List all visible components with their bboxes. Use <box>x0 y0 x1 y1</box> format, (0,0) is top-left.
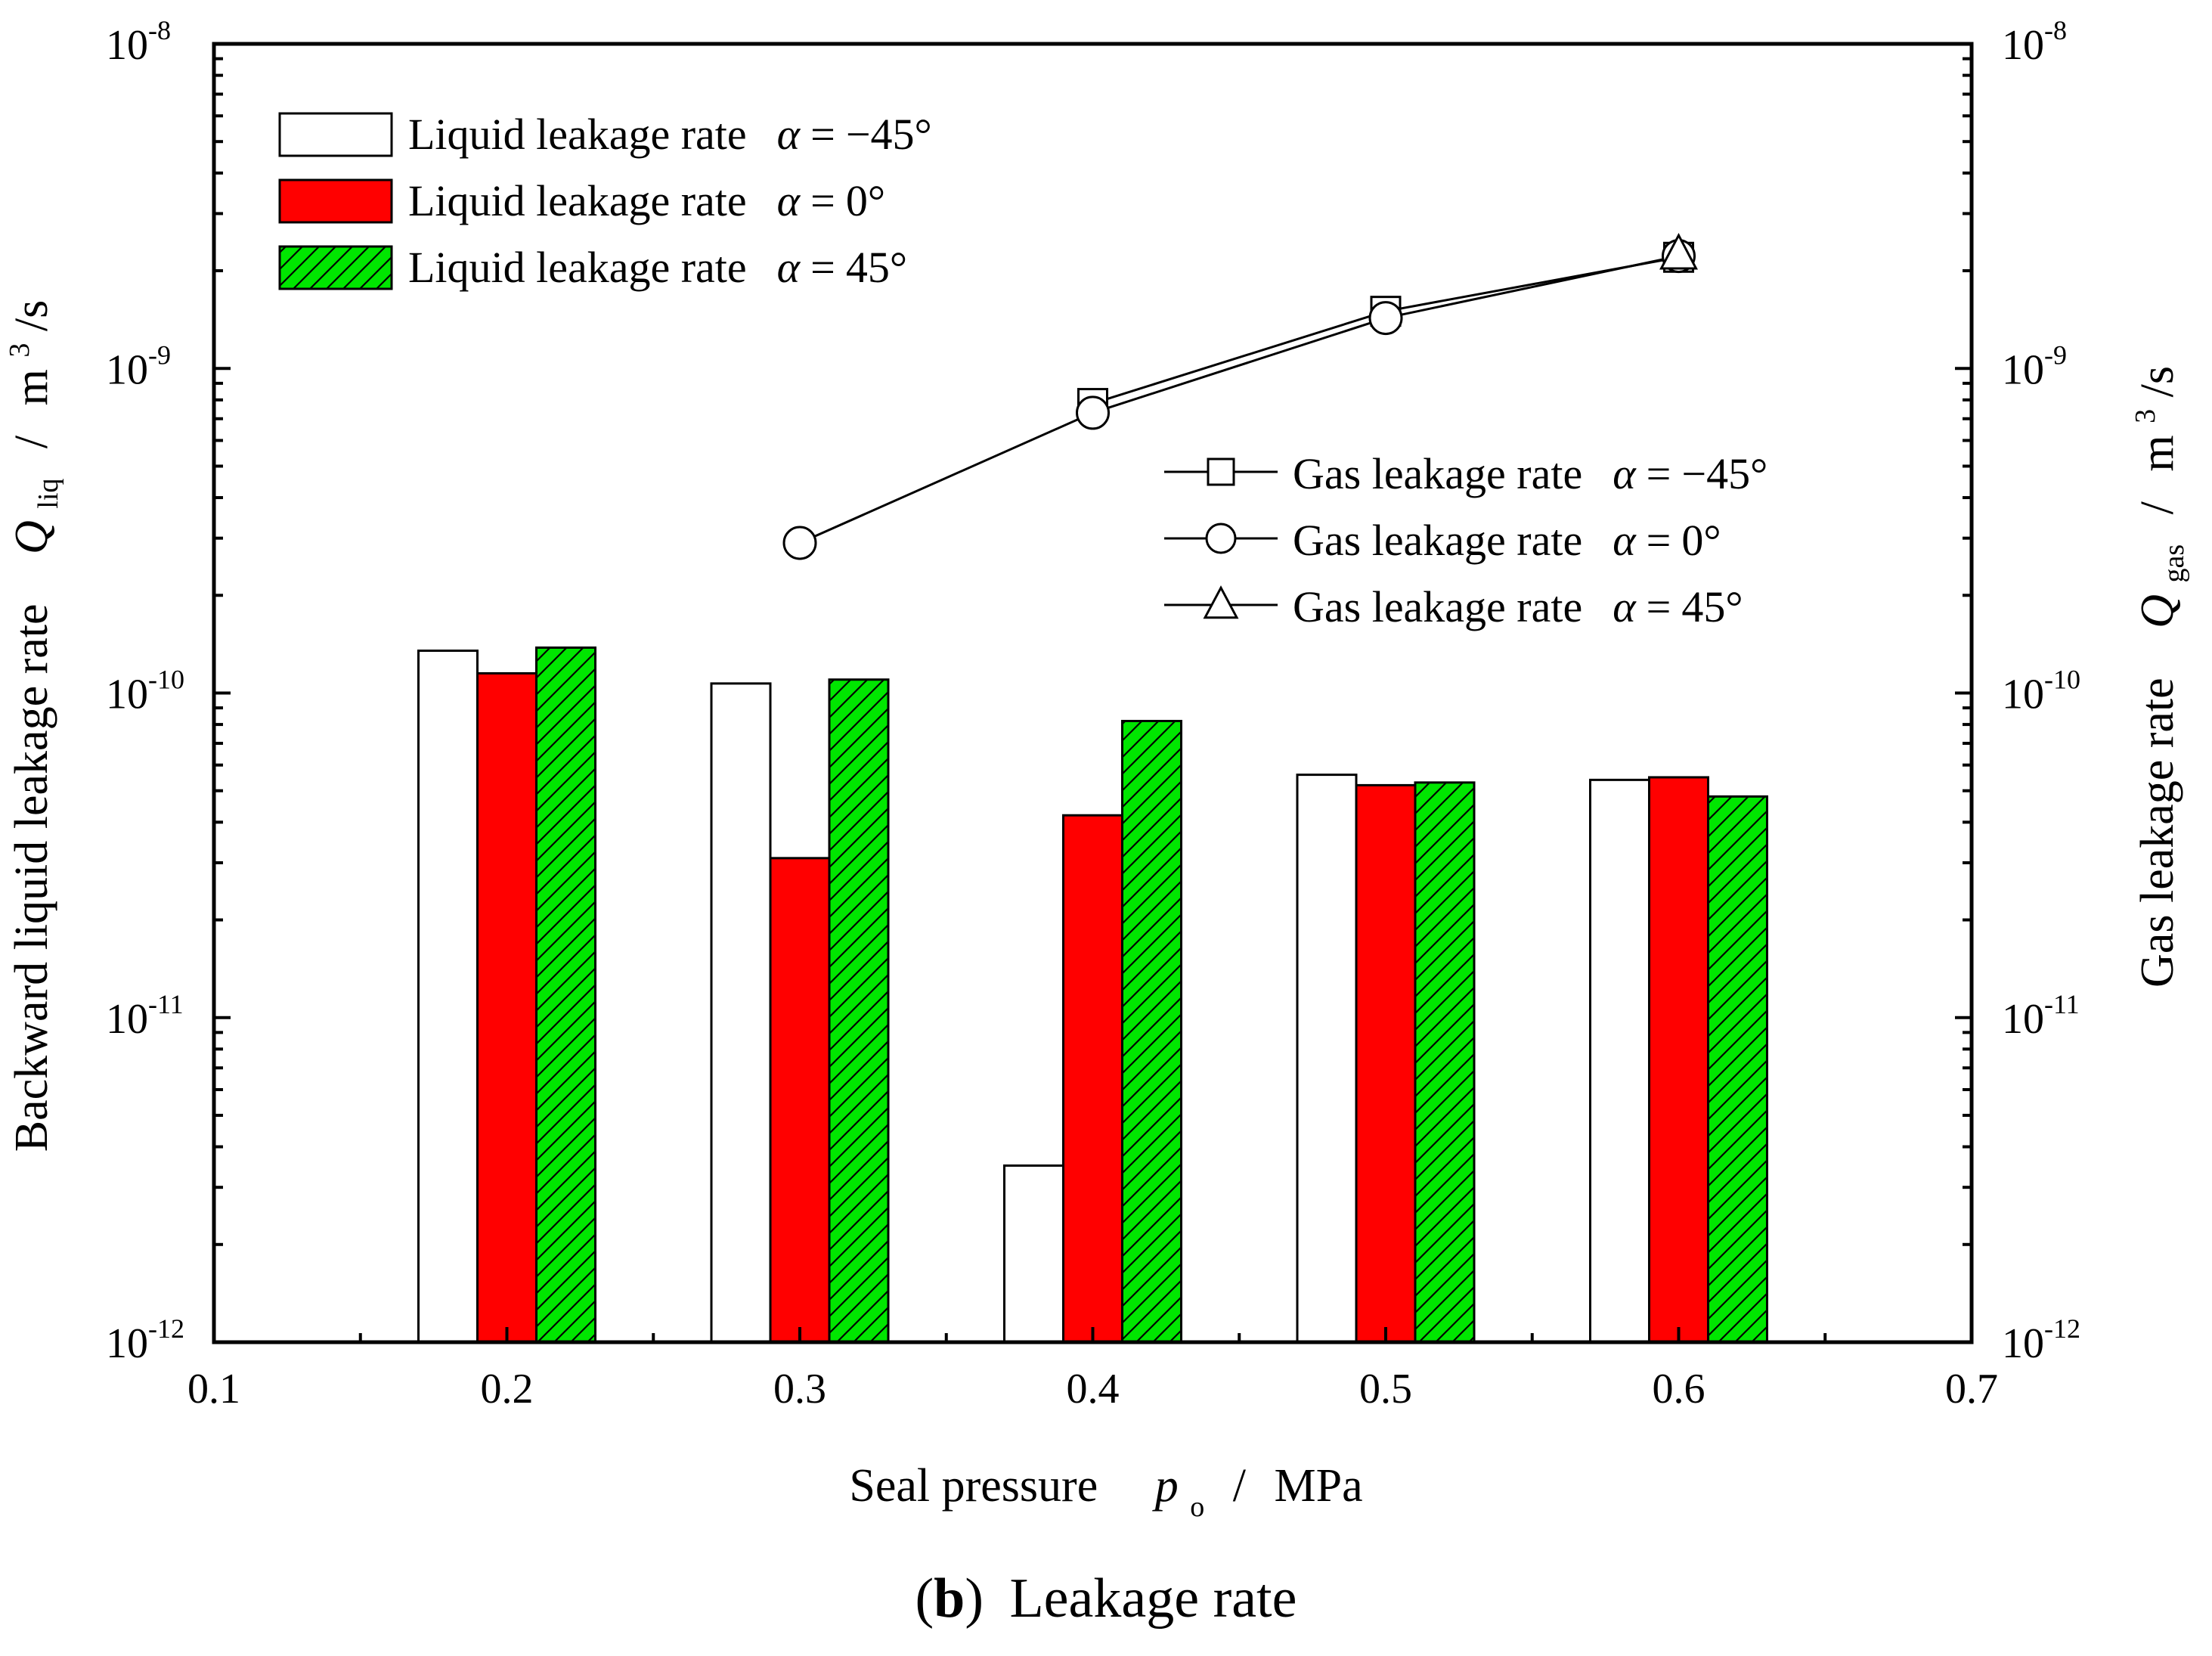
y-right-tick-label-1: 10-11 <box>2002 989 2080 1043</box>
bar-series2-cat4 <box>1707 795 1768 1344</box>
y-left-unit-base: m <box>6 369 57 405</box>
y-left-separator: / <box>6 435 57 448</box>
y-right-tick-label-0: 10-12 <box>2002 1313 2080 1367</box>
bar-legend-label-1: Liquid leakage rate α = 0° <box>408 176 885 225</box>
y-left-subscript: liq <box>33 479 64 509</box>
y-right-separator: / <box>2132 501 2183 514</box>
y-left-tick-label-3: 10-9 <box>106 340 171 393</box>
y-left-tick-label-4: 10-8 <box>106 15 171 69</box>
bar-series0-cat2 <box>1003 1164 1064 1344</box>
bars-layer <box>417 646 1768 1344</box>
gas-point-series1-2 <box>1368 301 1403 336</box>
x-unit: MPa <box>1274 1460 1362 1512</box>
figure-caption: (b) Leakage rate <box>915 1568 1297 1630</box>
bar-legend-swatch-2 <box>278 245 393 290</box>
y-right-tick-label-2: 10-10 <box>2002 665 2080 718</box>
y-left-unit-exp: 3 <box>4 343 36 358</box>
bar-series1-cat1 <box>769 857 831 1344</box>
x-label: Seal pressure <box>849 1460 1098 1512</box>
x-symbol: p <box>1152 1460 1179 1512</box>
gas-legend: Gas leakage rate α = −45° Gas leakage rate α =… <box>1164 449 1767 631</box>
gas-legend-marker-1 <box>1205 523 1237 554</box>
x-tick-label-3: 0.4 <box>1067 1366 1120 1413</box>
caption-text: Leakage rate <box>1009 1568 1297 1630</box>
ticks-layer <box>212 42 1973 1344</box>
y-left-symbol: Q <box>6 520 57 554</box>
y-left-axis-title: Backward liquid leakage rate Q liq / m 3… <box>0 300 68 1152</box>
y-right-unit-base: m <box>2132 435 2183 471</box>
caption-open-paren: ( <box>915 1568 934 1630</box>
caption-bold: b <box>934 1568 965 1630</box>
bar-series2-cat2 <box>1121 719 1182 1344</box>
x-tick-label-6: 0.7 <box>1945 1366 1998 1413</box>
bar-series0-cat0 <box>417 650 479 1344</box>
bar-series1-cat0 <box>476 671 538 1344</box>
gas-legend-label-0: Gas leakage rate α = −45° <box>1293 449 1767 498</box>
y-left-tick-label-2: 10-10 <box>106 665 184 718</box>
y-right-tick-label-4: 10-8 <box>2002 15 2067 69</box>
y-right-axis-title: Gas leakage rate Q gas / m 3 /s <box>2114 366 2194 988</box>
gas-point-series2-0 <box>1659 232 1698 270</box>
y-right-unit-exp: 3 <box>2130 409 2161 423</box>
gas-point-series1-1 <box>1076 395 1110 430</box>
bar-series0-cat3 <box>1296 774 1358 1344</box>
bar-series0-cat1 <box>710 682 772 1344</box>
bar-legend-swatch-1 <box>278 178 393 224</box>
y-left-tick-label-0: 10-12 <box>106 1313 184 1367</box>
gas-lines-layer <box>782 232 1698 560</box>
y-right-tick-label-3: 10-9 <box>2002 340 2067 393</box>
gas-legend-marker-0 <box>1207 457 1235 486</box>
gas-line-series1 <box>799 255 1679 544</box>
y-left-tick-label-1: 10-11 <box>106 989 184 1043</box>
x-tick-label-5: 0.6 <box>1653 1366 1705 1413</box>
bar-series0-cat4 <box>1589 778 1650 1344</box>
bar-legend-swatch-0 <box>278 112 393 157</box>
bar-series2-cat1 <box>828 678 890 1344</box>
gas-legend-marker-2 <box>1203 585 1239 619</box>
x-subscript: o <box>1190 1491 1204 1523</box>
caption-close-paren: ) <box>965 1568 984 1630</box>
x-axis-title: Seal pressure p o / MPa <box>849 1460 1362 1527</box>
y-right-symbol: Q <box>2132 594 2183 628</box>
bar-series1-cat3 <box>1355 783 1417 1344</box>
y-left-label: Backward liquid leakage rate <box>6 604 57 1152</box>
bar-series2-cat3 <box>1414 781 1476 1344</box>
tick-labels-layer: 0.1 0.2 0.3 0.4 0.5 0.6 0.710-1210-1110-1010-9… <box>106 15 2080 1413</box>
y-right-subscript: gas <box>2158 544 2190 583</box>
y-right-unit-tail: /s <box>2132 366 2183 397</box>
bar-legend: Liquid leakage rate α = −45° Liquid leakage … <box>278 110 932 292</box>
bar-series1-cat4 <box>1648 776 1709 1344</box>
gas-legend-label-2: Gas leakage rate α = 45° <box>1293 582 1743 631</box>
x-separator: / <box>1233 1460 1247 1512</box>
gas-legend-label-1: Gas leakage rate α = 0° <box>1293 516 1721 565</box>
y-left-unit-tail: /s <box>6 300 57 331</box>
x-tick-label-2: 0.3 <box>773 1366 826 1413</box>
bar-series1-cat2 <box>1062 814 1123 1344</box>
x-tick-label-1: 0.2 <box>481 1366 534 1413</box>
bar-legend-label-0: Liquid leakage rate α = −45° <box>408 110 932 159</box>
bar-legend-label-2: Liquid leakage rate α = 45° <box>408 243 907 292</box>
gas-point-series1-0 <box>782 526 817 560</box>
x-tick-label-4: 0.5 <box>1359 1366 1412 1413</box>
x-tick-label-0: 0.1 <box>187 1366 240 1413</box>
y-right-label: Gas leakage rate <box>2132 678 2183 988</box>
bar-series2-cat0 <box>535 646 596 1344</box>
